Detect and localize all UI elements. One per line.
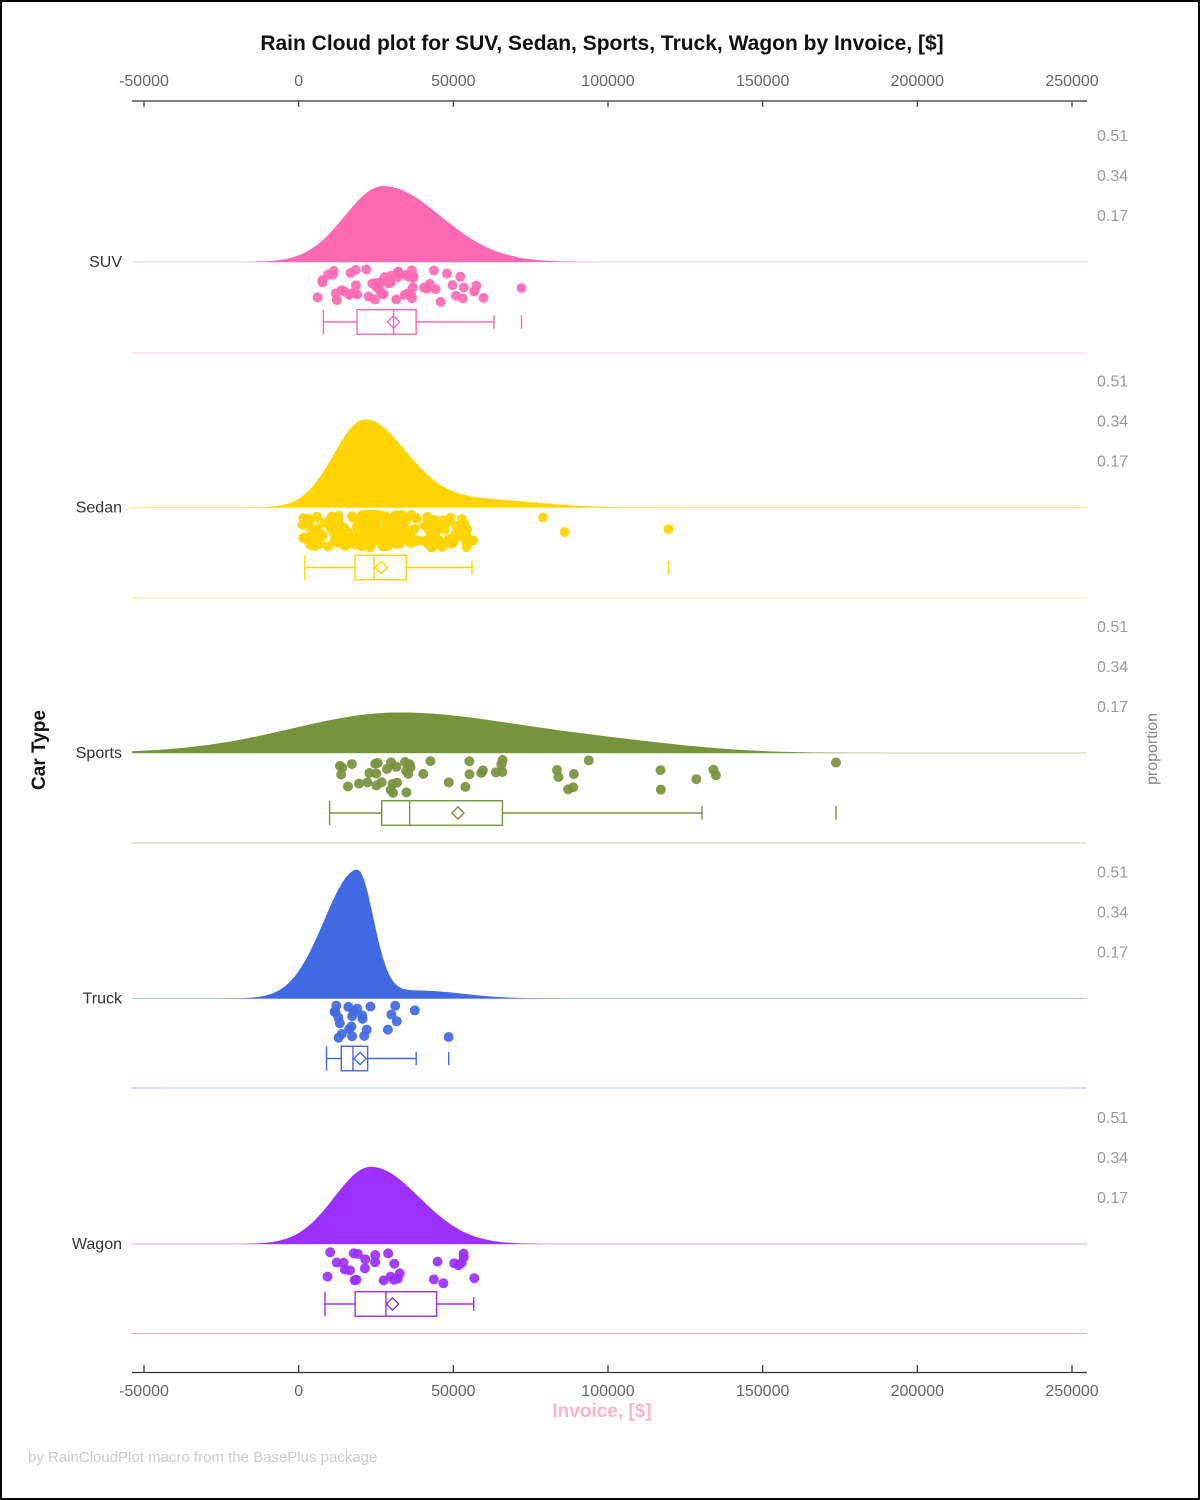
svg-text:Sports: Sports xyxy=(76,745,122,762)
svg-text:Wagon: Wagon xyxy=(72,1236,122,1253)
svg-text:0.17: 0.17 xyxy=(1097,1190,1128,1207)
svg-text:SUV: SUV xyxy=(89,254,122,271)
svg-text:150000: 150000 xyxy=(736,1383,789,1400)
svg-text:-50000: -50000 xyxy=(119,73,169,90)
svg-text:200000: 200000 xyxy=(891,73,944,90)
svg-text:250000: 250000 xyxy=(1045,1383,1098,1400)
svg-text:50000: 50000 xyxy=(431,1383,476,1400)
svg-text:0.34: 0.34 xyxy=(1097,905,1128,922)
svg-text:200000: 200000 xyxy=(891,1383,944,1400)
svg-text:0: 0 xyxy=(294,73,303,90)
svg-text:0.17: 0.17 xyxy=(1097,208,1128,225)
svg-text:100000: 100000 xyxy=(581,73,634,90)
svg-text:0.51: 0.51 xyxy=(1097,128,1128,145)
svg-text:0.17: 0.17 xyxy=(1097,945,1128,962)
svg-text:50000: 50000 xyxy=(431,73,476,90)
svg-text:-50000: -50000 xyxy=(119,1383,169,1400)
svg-text:0.51: 0.51 xyxy=(1097,619,1128,636)
svg-text:0.17: 0.17 xyxy=(1097,699,1128,716)
svg-text:100000: 100000 xyxy=(581,1383,634,1400)
svg-text:Truck: Truck xyxy=(83,991,123,1008)
svg-text:0.34: 0.34 xyxy=(1097,168,1128,185)
svg-text:0.51: 0.51 xyxy=(1097,374,1128,391)
svg-text:0.34: 0.34 xyxy=(1097,659,1128,676)
svg-text:0.34: 0.34 xyxy=(1097,414,1128,431)
svg-text:0.34: 0.34 xyxy=(1097,1150,1128,1167)
svg-text:proportion: proportion xyxy=(1144,713,1161,785)
svg-text:Car Type: Car Type xyxy=(29,710,50,790)
svg-text:150000: 150000 xyxy=(736,73,789,90)
svg-text:0.17: 0.17 xyxy=(1097,454,1128,471)
svg-text:0.51: 0.51 xyxy=(1097,1110,1128,1127)
svg-text:250000: 250000 xyxy=(1045,73,1098,90)
svg-text:Sedan: Sedan xyxy=(76,500,122,517)
svg-text:0: 0 xyxy=(294,1383,303,1400)
svg-text:0.51: 0.51 xyxy=(1097,865,1128,882)
